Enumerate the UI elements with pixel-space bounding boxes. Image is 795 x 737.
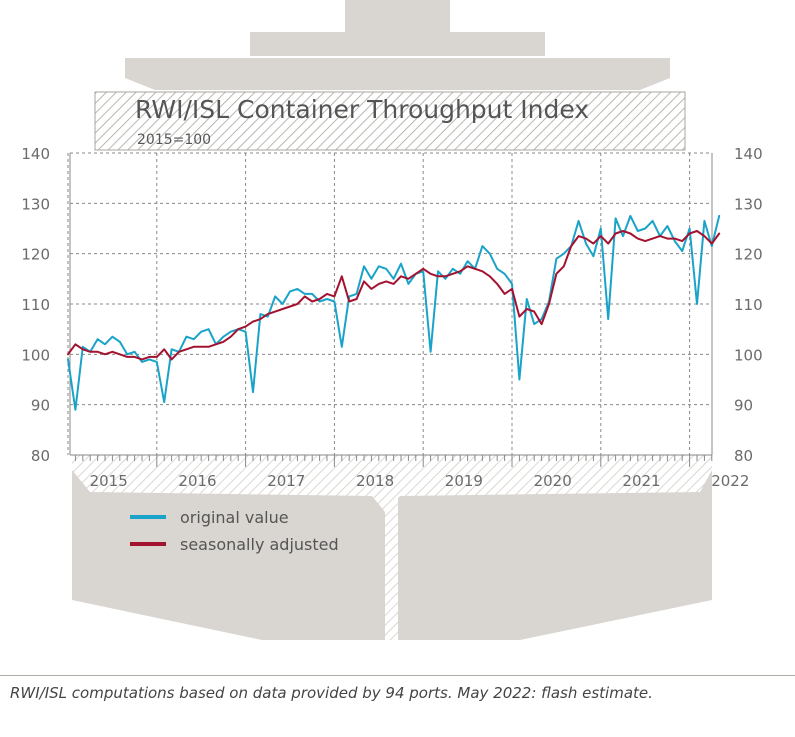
x-tick-label-year: 2017 <box>267 472 305 490</box>
x-axis: 2015 2016 2017 2018 2019 2020 2021 2022 <box>70 454 749 490</box>
x-tick-label-year: 2020 <box>534 472 572 490</box>
x-tick-label-year: 2016 <box>178 472 216 490</box>
series-line-adjusted <box>67 230 721 361</box>
legend-label-original: original value <box>180 508 289 527</box>
series-group <box>67 214 721 411</box>
y-axis-right: 80 90 100 110 120 130 140 <box>734 145 763 465</box>
chart-title: RWI/ISL Container Throughput Index <box>135 95 589 124</box>
ship-deck-upper <box>250 32 545 56</box>
x-tick-label-year: 2021 <box>622 472 660 490</box>
ship-deck-lower <box>125 58 670 90</box>
legend-label-adjusted: seasonally adjusted <box>180 535 339 554</box>
y-tick-label-left: 140 <box>21 145 50 163</box>
y-tick-label-left: 100 <box>21 346 50 364</box>
footnote: RWI/ISL computations based on data provi… <box>10 684 653 702</box>
ship-hull-left <box>72 450 385 640</box>
ship-bridge-block <box>94 91 686 151</box>
y-tick-label-right: 140 <box>734 145 763 163</box>
ship-hull-center <box>385 495 398 640</box>
x-tick-label-year: 2015 <box>90 472 128 490</box>
ship-hull-right <box>398 450 712 640</box>
y-tick-label-right: 80 <box>734 447 753 465</box>
ship-bow-band <box>72 452 712 512</box>
chart-subtitle: 2015=100 <box>137 132 211 148</box>
y-tick-label-right: 130 <box>734 195 763 213</box>
x-tick-label-year: 2022 <box>711 472 749 490</box>
legend: original value seasonally adjusted <box>130 508 339 554</box>
grid <box>67 152 713 455</box>
y-tick-label-right: 100 <box>734 346 763 364</box>
y-tick-label-left: 80 <box>31 447 50 465</box>
ship-illustration <box>72 0 712 640</box>
footnote-divider <box>0 675 795 676</box>
y-tick-label-left: 90 <box>31 397 50 415</box>
y-axis-left: 80 90 100 110 120 130 140 <box>21 145 50 465</box>
y-tick-label-left: 110 <box>21 296 50 314</box>
y-tick-label-right: 120 <box>734 246 763 264</box>
series-line-original <box>67 214 721 411</box>
x-tick-label-year: 2019 <box>445 472 483 490</box>
ship-funnel <box>345 0 450 32</box>
y-tick-label-left: 130 <box>21 195 50 213</box>
x-tick-label-year: 2018 <box>356 472 394 490</box>
y-tick-label-right: 110 <box>734 296 763 314</box>
y-tick-label-left: 120 <box>21 246 50 264</box>
y-tick-label-right: 90 <box>734 397 753 415</box>
